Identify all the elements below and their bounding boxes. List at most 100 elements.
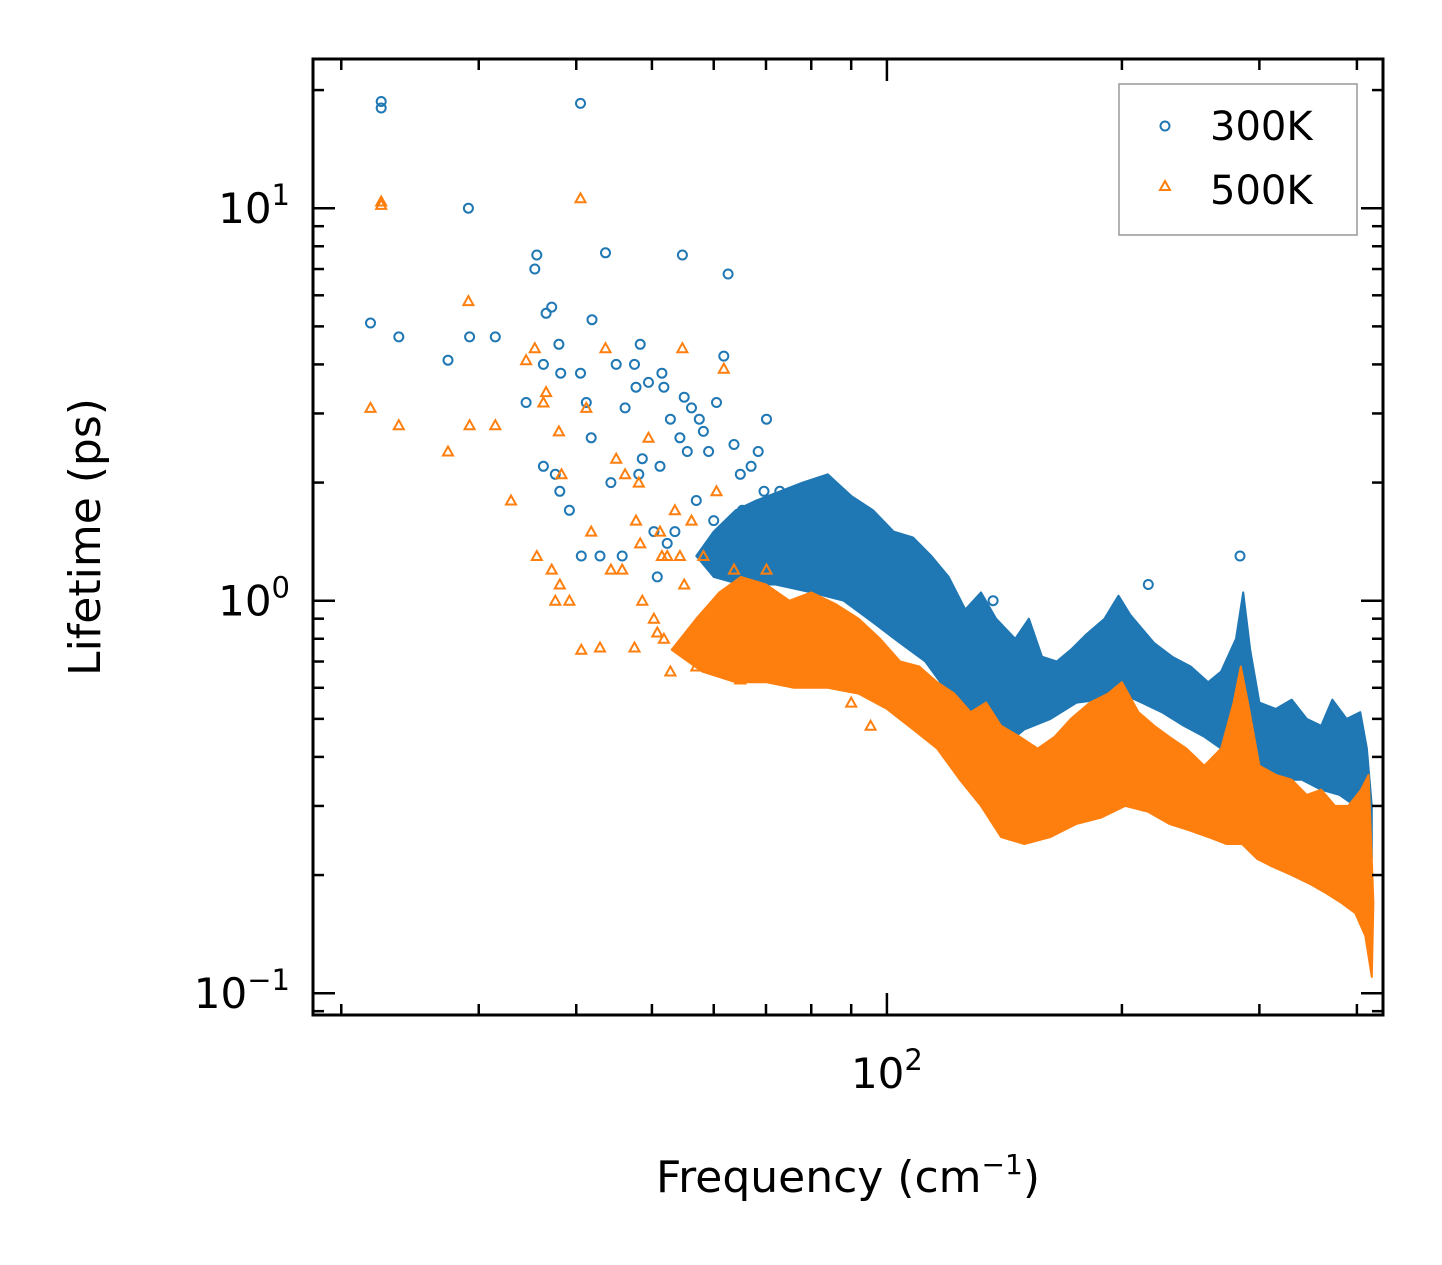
point-300k — [654, 460, 666, 472]
point-300k — [830, 504, 842, 516]
point-500k — [462, 418, 477, 431]
point-500k — [701, 627, 716, 640]
x-axis-label-main: Frequency (cm — [656, 1152, 982, 1203]
legend-box — [1118, 83, 1358, 236]
point-500k — [548, 593, 562, 606]
plot-frame — [311, 57, 1385, 1017]
x-axis-label-sup: −1 — [982, 1148, 1023, 1181]
point-300k — [375, 102, 387, 114]
point-300k — [610, 358, 622, 370]
x-tick-label-exp: 2 — [904, 1043, 922, 1077]
point-300k — [686, 402, 697, 414]
point-500k — [709, 484, 724, 497]
point-300k — [529, 263, 541, 275]
density-bands — [670, 473, 1375, 978]
point-300k — [580, 397, 592, 408]
point-500k — [574, 642, 588, 655]
point-500k — [647, 611, 661, 624]
point-500k — [441, 444, 455, 457]
point-500k — [844, 695, 858, 708]
point-300k — [563, 504, 575, 516]
point-500k — [363, 400, 378, 413]
point-300k — [1142, 579, 1154, 590]
point-500k — [635, 593, 649, 606]
point-500k — [539, 385, 553, 398]
point-500k — [554, 467, 569, 480]
point-300k — [761, 413, 772, 425]
point-500k — [829, 675, 843, 688]
y-tick-label: 101 — [218, 178, 290, 233]
legend-marker-300k — [1159, 120, 1171, 132]
data-points — [363, 96, 1246, 731]
point-500k — [773, 633, 787, 646]
point-500k — [573, 191, 588, 204]
point-500k — [528, 341, 542, 354]
point-300k — [808, 515, 820, 527]
point-300k — [546, 301, 558, 313]
point-500k — [751, 627, 765, 640]
point-300k — [629, 358, 640, 370]
point-500k — [696, 548, 711, 561]
point-300k — [464, 331, 476, 343]
point-500k — [677, 577, 691, 590]
point-300k — [630, 381, 642, 393]
point-300k — [718, 350, 730, 362]
point-300k — [736, 504, 748, 516]
point-300k — [537, 460, 549, 472]
point-500k — [739, 577, 753, 590]
point-300k — [745, 460, 757, 472]
point-500k — [374, 194, 388, 207]
point-500k — [779, 638, 793, 651]
point-300k — [1203, 682, 1215, 694]
point-500k — [660, 548, 674, 561]
point-500k — [863, 718, 878, 731]
y-tick-label: 100 — [218, 571, 290, 626]
point-300k — [605, 477, 617, 489]
point-300k — [658, 381, 670, 393]
point-300k — [600, 247, 611, 259]
point-500k — [733, 672, 747, 685]
series-500k — [363, 191, 891, 731]
point-300k — [643, 376, 654, 388]
point-300k — [774, 485, 786, 497]
point-300k — [1158, 656, 1170, 667]
x-axis-label: Frequency (cm−1) — [656, 1148, 1040, 1203]
point-300k — [703, 446, 715, 457]
point-300k — [634, 338, 646, 350]
y-tick-label-base: 10 — [194, 969, 247, 1018]
point-300k — [520, 397, 532, 408]
point-500k — [579, 400, 593, 413]
point-500k — [792, 649, 806, 662]
point-500k — [562, 593, 577, 606]
point-500k — [519, 353, 533, 366]
point-300k — [674, 432, 686, 444]
point-300k — [690, 495, 702, 506]
point-500k — [717, 361, 731, 374]
point-300k — [540, 307, 552, 319]
point-300k — [489, 331, 501, 343]
point-300k — [734, 468, 746, 480]
point-500k — [657, 631, 671, 644]
point-300k — [758, 485, 770, 497]
point-500k — [641, 430, 656, 443]
point-500k — [618, 467, 632, 480]
point-300k — [365, 317, 376, 329]
y-axis-label: Lifetime (ps) — [60, 398, 111, 676]
point-300k — [575, 97, 586, 109]
point-300k — [752, 446, 764, 457]
y-tick-label-base: 10 — [218, 577, 271, 626]
x-tick-label: 102 — [851, 1043, 923, 1098]
point-300k — [793, 526, 805, 538]
point-300k — [553, 338, 565, 350]
point-500k — [663, 664, 678, 677]
point-300k — [987, 595, 999, 607]
point-500k — [629, 513, 643, 526]
point-300k — [780, 495, 792, 506]
point-300k — [1234, 550, 1246, 562]
point-300k — [651, 571, 663, 583]
point-500k — [632, 475, 646, 488]
legend: 300K 500K — [1118, 83, 1358, 236]
point-500k — [673, 548, 687, 561]
point-500k — [461, 294, 476, 307]
point-500k — [545, 562, 559, 575]
